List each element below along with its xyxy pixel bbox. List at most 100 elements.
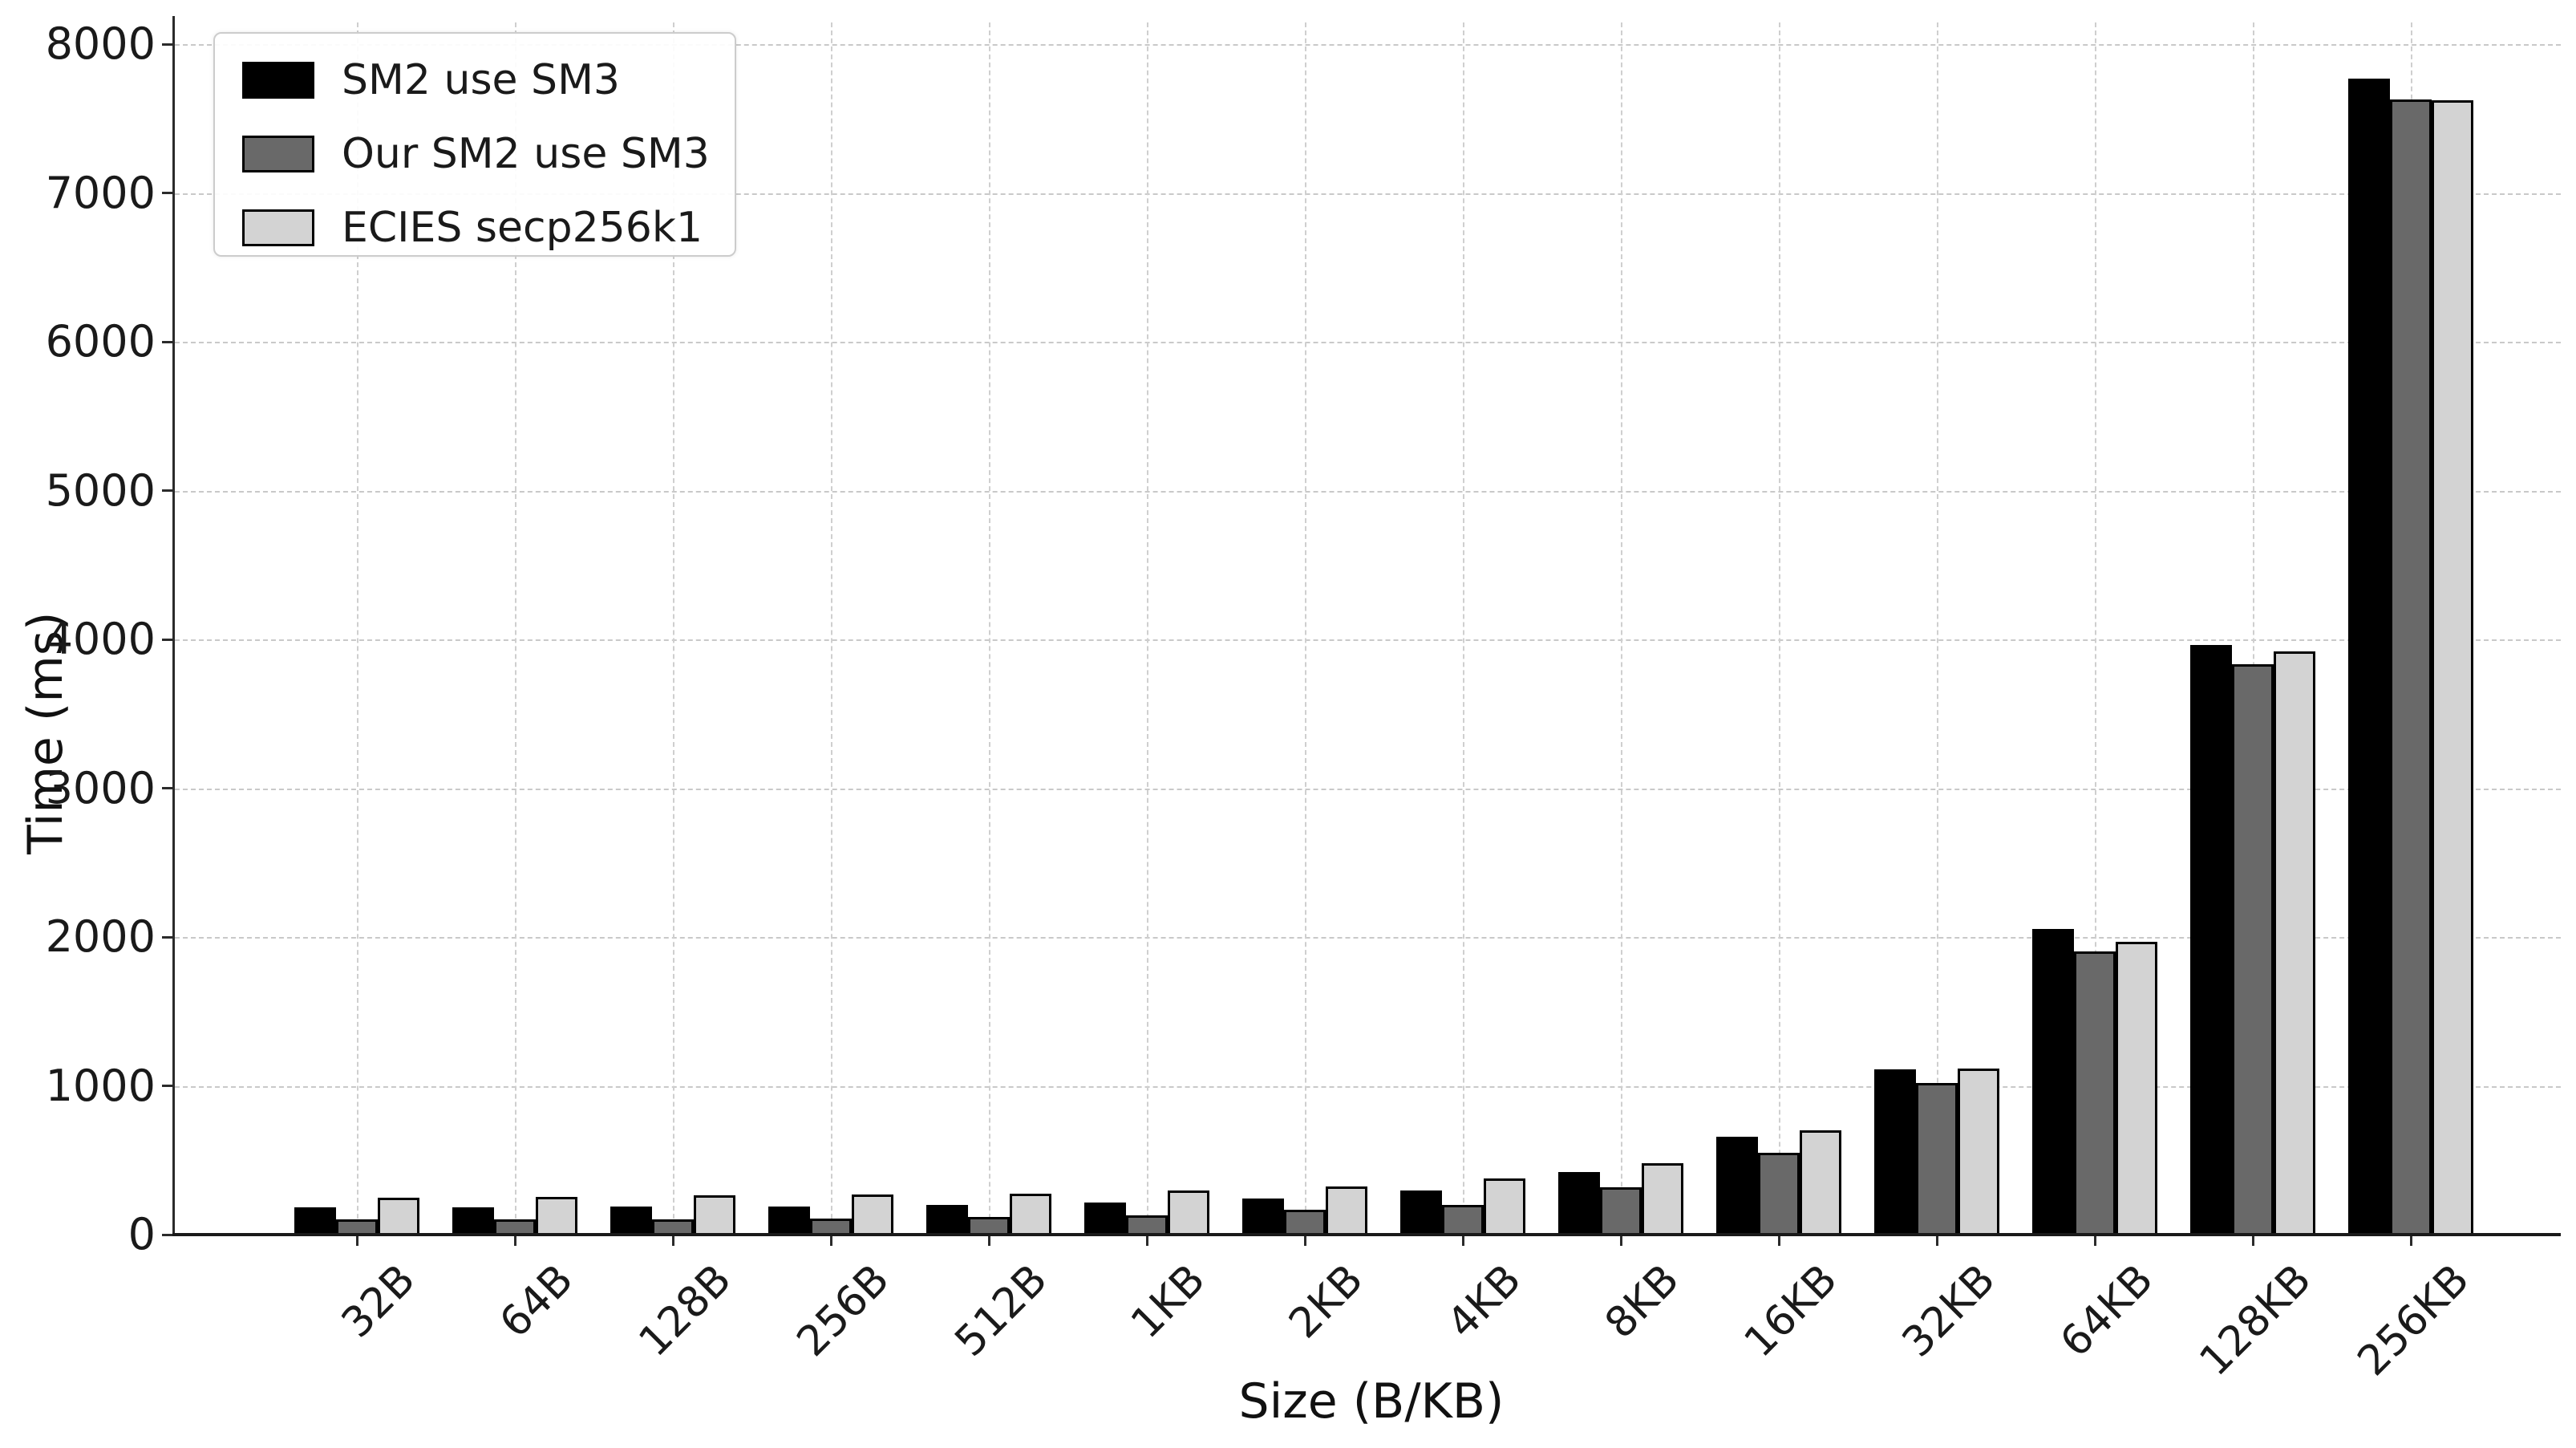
y-tick-label: 3000 (45, 762, 156, 813)
y-tick-label: 2000 (45, 911, 156, 962)
bar-ecies-secp256k1-64kb (2116, 942, 2157, 1235)
bar-our-sm2-use-sm3-64b (494, 1219, 536, 1235)
x-tick-label: 64B (490, 1255, 583, 1348)
bar-sm2-use-sm3-1kb (1084, 1203, 1126, 1235)
x-tick-mark (2251, 1235, 2254, 1246)
x-tick-label: 128B (630, 1255, 741, 1366)
bar-our-sm2-use-sm3-32b (336, 1219, 378, 1235)
x-gridline (673, 22, 674, 1235)
y-gridline (175, 342, 2561, 343)
bar-ecies-secp256k1-256b (852, 1194, 893, 1235)
bar-our-sm2-use-sm3-16kb (1758, 1153, 1800, 1235)
bar-sm2-use-sm3-64b (452, 1207, 494, 1235)
bar-sm2-use-sm3-512b (926, 1205, 968, 1235)
x-gridline (2095, 22, 2096, 1235)
legend-swatch-icon (242, 209, 314, 246)
y-tick-mark (162, 192, 175, 194)
bar-our-sm2-use-sm3-512b (968, 1217, 1010, 1235)
bar-sm2-use-sm3-2kb (1242, 1199, 1284, 1235)
bar-ecies-secp256k1-128kb (2274, 651, 2315, 1235)
x-axis-title: Size (B/KB) (1238, 1373, 1505, 1430)
y-tick-mark (162, 935, 175, 939)
legend: SM2 use SM3 Our SM2 use SM3 ECIES secp256k… (213, 32, 736, 257)
x-gridline (1937, 22, 1938, 1235)
x-tick-mark (513, 1235, 516, 1246)
bar-sm2-use-sm3-128kb (2190, 645, 2232, 1235)
bar-ecies-secp256k1-16kb (1800, 1130, 1841, 1235)
y-axis-spine (172, 16, 175, 1236)
bar-sm2-use-sm3-128b (610, 1207, 652, 1235)
x-tick-label: 1KB (1122, 1255, 1215, 1349)
bar-ecies-secp256k1-32b (378, 1198, 419, 1235)
x-tick-mark (1145, 1235, 1148, 1246)
y-tick-label: 4000 (45, 614, 156, 664)
bar-ecies-secp256k1-1kb (1168, 1190, 1209, 1235)
y-gridline (175, 490, 2561, 493)
x-tick-label: 128KB (2190, 1255, 2321, 1385)
x-tick-mark (671, 1235, 674, 1246)
bar-our-sm2-use-sm3-64kb (2074, 951, 2116, 1235)
x-tick-mark (1461, 1235, 1464, 1246)
bar-ecies-secp256k1-2kb (1326, 1186, 1367, 1235)
y-tick-label: 6000 (45, 316, 156, 367)
bar-sm2-use-sm3-32b (294, 1207, 336, 1235)
x-tick-mark (829, 1235, 832, 1246)
bar-ecies-secp256k1-32kb (1958, 1069, 1999, 1235)
bar-ecies-secp256k1-128b (694, 1195, 735, 1235)
x-gridline (1621, 22, 1622, 1235)
x-tick-mark (1619, 1235, 1622, 1246)
y-tick-label: 5000 (45, 464, 156, 516)
bar-ecies-secp256k1-64b (536, 1197, 577, 1235)
bar-our-sm2-use-sm3-256b (810, 1219, 852, 1235)
x-tick-mark (987, 1235, 990, 1246)
bar-sm2-use-sm3-64kb (2032, 929, 2074, 1235)
y-tick-mark (162, 43, 175, 46)
x-tick-mark (1303, 1235, 1306, 1246)
x-tick-label: 2KB (1280, 1255, 1373, 1349)
y-gridline (175, 44, 2561, 46)
bar-sm2-use-sm3-256kb (2348, 79, 2390, 1235)
y-gridline (175, 937, 2561, 939)
bar-sm2-use-sm3-4kb (1400, 1190, 1442, 1235)
x-tick-mark (1777, 1235, 1780, 1246)
x-tick-label: 32B (332, 1255, 425, 1348)
x-axis-spine (172, 1233, 2561, 1236)
x-gridline (1779, 22, 1780, 1235)
x-gridline (2253, 22, 2254, 1235)
x-gridline (989, 22, 990, 1235)
x-gridline (1305, 22, 1306, 1235)
x-tick-mark (1935, 1235, 1938, 1246)
x-tick-label: 512B (946, 1255, 1057, 1366)
bar-sm2-use-sm3-256b (768, 1207, 810, 1235)
y-tick-label: 8000 (45, 18, 156, 69)
x-tick-label: 16KB (1735, 1255, 1847, 1367)
x-tick-label: 256KB (2348, 1255, 2479, 1385)
x-tick-label: 64KB (2051, 1255, 2163, 1367)
x-gridline (831, 22, 832, 1235)
x-tick-label: 4KB (1438, 1255, 1531, 1349)
legend-item-1: SM2 use SM3 (242, 56, 620, 104)
x-gridline (515, 22, 516, 1235)
legend-item-2: Our SM2 use SM3 (242, 130, 710, 178)
bar-our-sm2-use-sm3-1kb (1126, 1215, 1168, 1235)
legend-swatch-icon (242, 62, 314, 99)
bar-ecies-secp256k1-256kb (2432, 100, 2473, 1235)
legend-label: Our SM2 use SM3 (342, 130, 710, 178)
y-gridline (175, 193, 2561, 195)
x-tick-mark (2093, 1235, 2096, 1246)
legend-swatch-icon (242, 136, 314, 172)
y-tick-mark (162, 638, 175, 641)
x-tick-label: 32KB (1893, 1255, 2005, 1367)
bar-our-sm2-use-sm3-8kb (1600, 1187, 1642, 1235)
x-tick-label: 8KB (1596, 1255, 1689, 1349)
y-tick-label: 0 (128, 1209, 156, 1259)
legend-label: SM2 use SM3 (342, 56, 621, 104)
y-tick-label: 7000 (45, 167, 156, 218)
x-gridline (1147, 22, 1148, 1235)
y-gridline (175, 788, 2561, 790)
bar-sm2-use-sm3-16kb (1716, 1137, 1758, 1235)
bar-our-sm2-use-sm3-256kb (2390, 99, 2432, 1235)
bar-our-sm2-use-sm3-4kb (1442, 1205, 1484, 1235)
y-tick-mark (162, 489, 175, 492)
